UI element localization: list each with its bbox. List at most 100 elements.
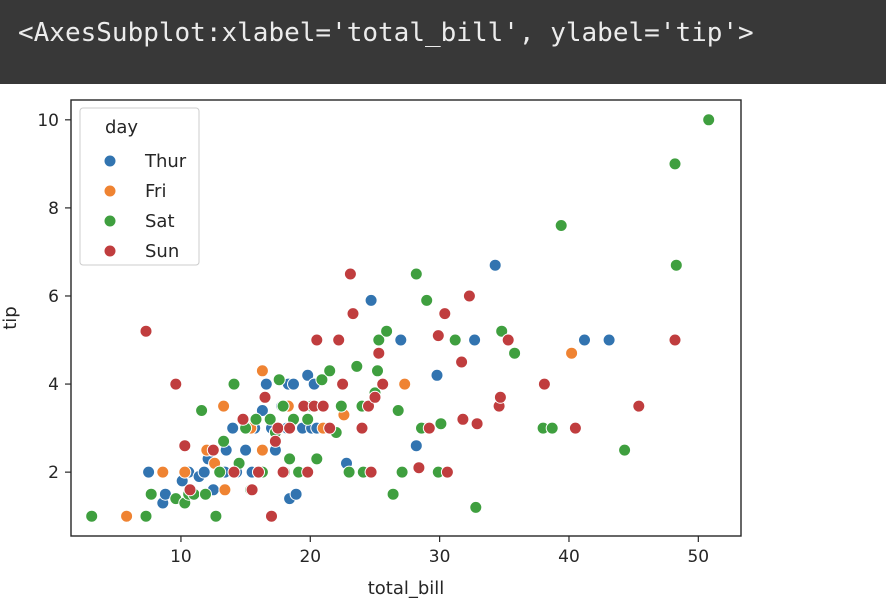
- data-point: [289, 487, 303, 501]
- data-point: [501, 333, 515, 347]
- data-point: [362, 399, 375, 413]
- data-point: [420, 293, 434, 307]
- data-point: [430, 368, 444, 382]
- series-sun: [139, 267, 682, 523]
- x-tick-label: 50: [687, 547, 709, 567]
- data-point: [265, 509, 278, 523]
- x-axis-label: total_bill: [368, 578, 445, 599]
- points-layer: [85, 113, 716, 523]
- data-point: [488, 258, 502, 272]
- data-point: [315, 373, 329, 387]
- data-point: [245, 483, 259, 497]
- data-point: [438, 307, 452, 321]
- data-point: [495, 324, 509, 338]
- data-point: [217, 434, 231, 448]
- data-point: [310, 452, 324, 466]
- data-point: [470, 417, 484, 431]
- data-point: [565, 346, 579, 360]
- axes-frame: [70, 99, 742, 537]
- data-point: [409, 267, 423, 281]
- data-point: [217, 399, 231, 413]
- legend-marker: [103, 154, 117, 168]
- data-point: [386, 487, 400, 501]
- data-point: [332, 333, 346, 347]
- data-point: [431, 329, 445, 343]
- data-point: [545, 421, 559, 435]
- data-point: [236, 412, 250, 426]
- data-point: [195, 404, 209, 417]
- legend-label: Sat: [145, 211, 175, 232]
- legend: day Thur Fri Sat Sun: [79, 107, 200, 266]
- legend-marker: [103, 244, 117, 258]
- data-point: [578, 333, 591, 347]
- data-point: [227, 465, 241, 479]
- data-point: [178, 465, 192, 479]
- x-tick-label: 30: [429, 547, 451, 567]
- data-point: [209, 509, 223, 523]
- x-tick-label: 20: [299, 547, 321, 567]
- data-point: [197, 465, 211, 479]
- x-tick-label: 40: [558, 547, 580, 567]
- data-point: [259, 377, 273, 391]
- legend-label: Thur: [144, 151, 187, 172]
- data-point: [456, 412, 470, 426]
- plot-area: 10 20 30 40 50 2 4 6 8 10 total_bill tip day Thu…: [0, 84, 886, 616]
- y-tick-label: 4: [48, 375, 59, 395]
- data-point: [227, 377, 241, 391]
- data-point: [310, 333, 324, 347]
- data-point: [139, 324, 153, 338]
- legend-box: [79, 107, 200, 266]
- data-point: [350, 359, 364, 373]
- data-point: [372, 346, 386, 360]
- data-point: [668, 157, 682, 171]
- data-point: [213, 465, 227, 479]
- data-point: [144, 487, 158, 501]
- legend-marker: [103, 214, 117, 228]
- data-point: [334, 399, 348, 413]
- data-point: [323, 364, 337, 378]
- data-point: [199, 487, 212, 501]
- data-point: [276, 399, 290, 413]
- data-point: [372, 333, 386, 347]
- data-point: [434, 417, 448, 431]
- data-point: [462, 289, 476, 303]
- data-point: [368, 390, 382, 404]
- data-point: [364, 465, 378, 479]
- data-point: [263, 412, 277, 426]
- x-ticks: 10 20 30 40 50: [170, 536, 709, 567]
- data-point: [468, 333, 482, 347]
- data-point: [255, 364, 269, 378]
- data-point: [364, 293, 378, 307]
- data-point: [440, 465, 454, 479]
- data-point: [268, 434, 282, 448]
- y-tick-label: 2: [48, 463, 59, 483]
- legend-marker: [103, 184, 117, 198]
- data-point: [493, 390, 507, 404]
- series-sat: [85, 113, 716, 523]
- data-point: [142, 465, 156, 479]
- data-point: [336, 377, 350, 391]
- legend-item-sat: Sat: [103, 211, 175, 232]
- data-point: [391, 404, 405, 417]
- data-point: [394, 333, 408, 347]
- data-point: [342, 465, 356, 479]
- data-point: [376, 377, 390, 391]
- data-point: [301, 368, 315, 382]
- data-point: [301, 465, 315, 479]
- data-point: [272, 373, 286, 387]
- data-point: [323, 421, 337, 435]
- data-point: [283, 421, 297, 435]
- cell-output-header: <AxesSubplot:xlabel='total_bill', ylabel…: [0, 0, 886, 84]
- axes-repr-text: <AxesSubplot:xlabel='total_bill', ylabel…: [18, 18, 754, 48]
- data-point: [355, 421, 369, 435]
- data-point: [226, 421, 240, 435]
- legend-item-fri: Fri: [103, 181, 166, 202]
- data-point: [156, 465, 170, 479]
- data-point: [343, 267, 357, 281]
- data-point: [178, 439, 192, 453]
- y-axis-label: tip: [0, 306, 21, 329]
- legend-items: Thur Fri Sat Sun: [103, 151, 187, 262]
- data-point: [371, 364, 384, 378]
- data-point: [380, 324, 394, 338]
- data-point: [249, 412, 263, 426]
